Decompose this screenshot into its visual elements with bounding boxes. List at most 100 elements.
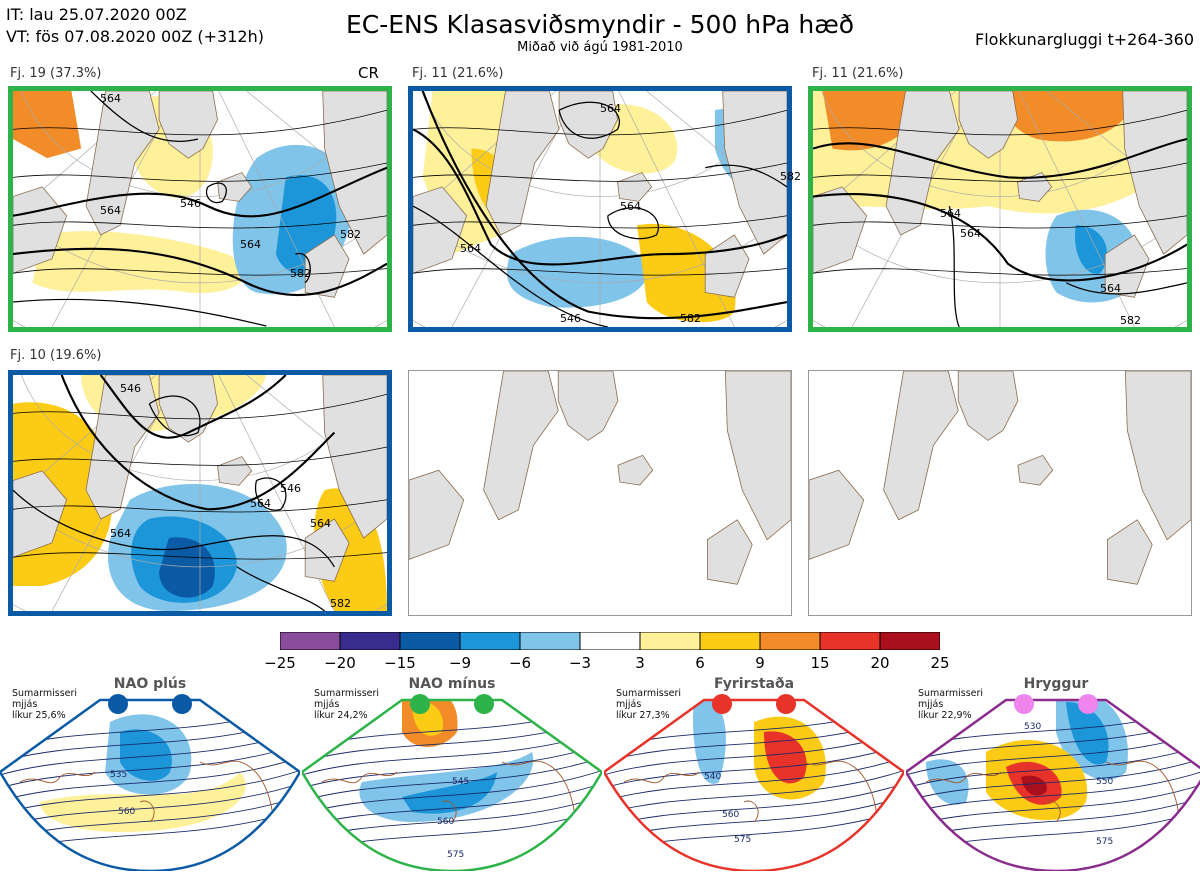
colorbar-swatch: [759, 631, 821, 651]
contour-label: 582: [330, 597, 351, 610]
contour-line: [813, 193, 1187, 282]
panel-3-label: Fj. 11 (21.6%): [812, 66, 904, 81]
contour-label: 546: [560, 312, 581, 325]
contour-thin-line: [13, 499, 387, 513]
panel-1-tag: CR: [358, 64, 379, 82]
contour-label: 582: [780, 170, 801, 183]
contour-thin: [413, 109, 787, 276]
contour-thin-line: [413, 215, 787, 229]
regime-contour-line: [302, 740, 602, 792]
contour-label: 546: [180, 197, 201, 210]
coastline-path: [321, 771, 398, 784]
contour-thin-line: [413, 268, 787, 276]
contour-line: [148, 395, 201, 437]
contour-thin-line: [13, 393, 387, 420]
regime-marker: [108, 694, 128, 714]
contour-thin-line: [413, 162, 787, 182]
colorbar-tick-label: 15: [810, 654, 830, 672]
land-layer: [409, 371, 791, 585]
regime-contour-label: 575: [734, 835, 752, 845]
page-subtitle: Miðað við ágú 1981-2010: [517, 40, 683, 55]
regime-info-line: mjjás: [918, 699, 944, 710]
regime-info-line: Sumarmisseri: [918, 688, 984, 699]
colorbar-tick-label: −3: [568, 654, 592, 672]
contour-label: 582: [340, 228, 361, 241]
contour-thin-line: [813, 109, 1187, 136]
regime-info: Sumarmisseri mjjás líkur 27,3%: [616, 688, 681, 721]
regime-marker: [474, 694, 494, 714]
colorbar-tick-label: 20: [870, 654, 890, 672]
contour-label: 546: [280, 482, 301, 495]
cluster-map-1: [8, 86, 392, 332]
colorbar-swatch: [639, 631, 701, 651]
page-title: EC-ENS Klasasviðsmyndir - 500 hPa hæð: [345, 10, 855, 39]
regime-panel: NAO mínus Sumarmisseri mjjás líkur 24,2% 545…: [300, 672, 604, 873]
empty-map-5: [408, 370, 792, 616]
contour-label: 564: [600, 102, 621, 115]
colorbar-tick-label: −20: [324, 654, 356, 672]
valid-time: VT: fös 07.08.2020 00Z (+312h): [6, 27, 264, 46]
contour-thin-line: [813, 268, 1187, 276]
height-contours: [13, 91, 387, 327]
contour-label: 582: [1120, 314, 1141, 327]
colorbar-swatch: [519, 631, 581, 651]
colorbar-tick-label: −9: [448, 654, 472, 672]
regime-contour-label: 575: [447, 850, 465, 860]
anomaly-fill: [13, 91, 354, 295]
regime-info-line: líkur 25,6%: [12, 710, 66, 721]
colorbar-tick-label: 25: [930, 654, 950, 672]
regime-info-line: líkur 22,9%: [918, 710, 972, 721]
contour-label: 564: [940, 207, 961, 220]
coastline-path: [1045, 800, 1061, 823]
regime-contour-line: [302, 753, 602, 805]
colorbar: [279, 631, 941, 651]
contour-thin-line: [13, 446, 387, 466]
height-contours: [13, 375, 336, 611]
regime-title: Fyrirstaða: [713, 676, 795, 692]
header-times: IT: lau 25.07.2020 00Z VT: fös 07.08.202…: [6, 4, 264, 48]
colorbar-swatch: [819, 631, 881, 651]
colorbar-tick-label: 3: [635, 654, 645, 672]
coastline-path: [441, 800, 457, 823]
regime-info-line: mjjás: [314, 699, 340, 710]
contour-line: [413, 205, 608, 327]
colorbar-tick-label: 9: [755, 654, 765, 672]
contour-thin-line: [13, 268, 387, 276]
regime-title: Hryggur: [1023, 676, 1089, 692]
contour-label: 564: [620, 200, 641, 213]
regime-info-line: mjjás: [616, 699, 642, 710]
regime-contour-line: [906, 753, 1200, 805]
regime-panel: Fyrirstaða Sumarmisseri mjjás líkur 27,3% 54…: [602, 672, 906, 873]
contour-line: [205, 182, 227, 204]
contour-label: 564: [960, 227, 981, 240]
coastline-path: [19, 771, 96, 784]
regime-info-line: líkur 24,2%: [314, 710, 368, 721]
regime-contour-label: 540: [704, 772, 722, 782]
cluster-map-3: [808, 86, 1192, 332]
contour-label: 564: [250, 497, 271, 510]
coastline-path: [623, 771, 700, 784]
colorbar-tick-label: 6: [695, 654, 705, 672]
regime-contour-label: 545: [452, 777, 470, 787]
colorbar-ticks: −25 −20 −15 −9 −6 −3 3 6 9 15 20 25: [260, 654, 960, 674]
colorbar-swatch: [399, 631, 461, 651]
contour-line: [813, 137, 1187, 179]
contour-thin-line: [813, 215, 1187, 229]
contour-line: [558, 101, 620, 139]
panel-4-label: Fj. 10 (19.6%): [10, 348, 102, 363]
regime-marker: [1078, 694, 1098, 714]
contour-thin-line: [13, 162, 387, 182]
colorbar-tick-label: −6: [508, 654, 532, 672]
regime-info-line: líkur 27,3%: [616, 710, 670, 721]
contour-thin-line: [813, 162, 1187, 182]
contour-line: [1065, 282, 1187, 295]
regime-contour-line: [604, 766, 904, 818]
regime-contour-line: [302, 766, 602, 818]
contour-label: 564: [100, 204, 121, 217]
regime-contour-line: [604, 753, 904, 805]
regime-title: NAO mínus: [408, 676, 496, 692]
contour-label: 564: [460, 242, 481, 255]
regime-marker: [1014, 694, 1034, 714]
contour-label: 564: [240, 238, 261, 251]
colorbar-swatch: [339, 631, 401, 651]
